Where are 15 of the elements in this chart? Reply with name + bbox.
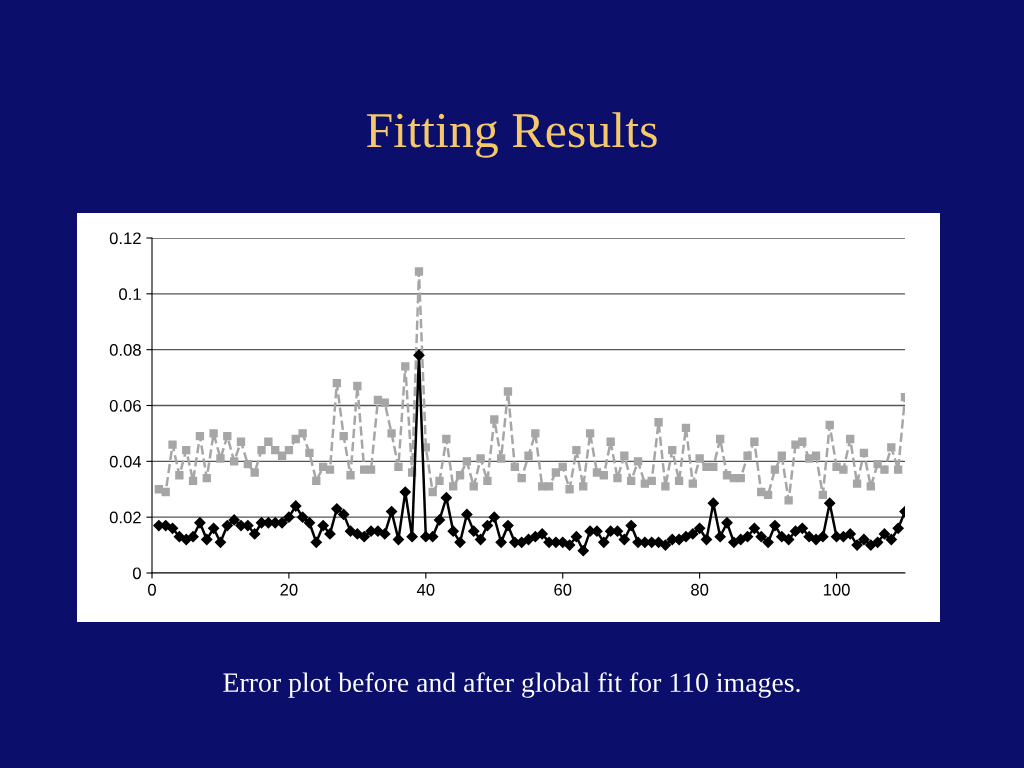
chart-title: Fitting Results xyxy=(366,112,657,158)
x-tick-label: 40 xyxy=(416,583,435,596)
y-tick-label: 0.08 xyxy=(109,344,141,356)
x-tick-label: 20 xyxy=(280,583,298,596)
y-tick-label: 0 xyxy=(132,567,141,580)
text: Error plot before and after global fit for 110 images. xyxy=(223,672,800,698)
y-tick-label: 0.02 xyxy=(109,511,141,524)
y-tick-label: 0.04 xyxy=(109,455,142,468)
x-tick-label: 80 xyxy=(691,583,709,596)
x-tick-label: 100 xyxy=(823,583,850,596)
y-tick-label: 0.1 xyxy=(119,288,141,301)
x-tick-label: 60 xyxy=(554,583,572,596)
y-tick-label: 0.12 xyxy=(109,232,141,245)
y-tick-label: 0.06 xyxy=(109,399,141,412)
x-tick-label: 0 xyxy=(148,583,156,596)
